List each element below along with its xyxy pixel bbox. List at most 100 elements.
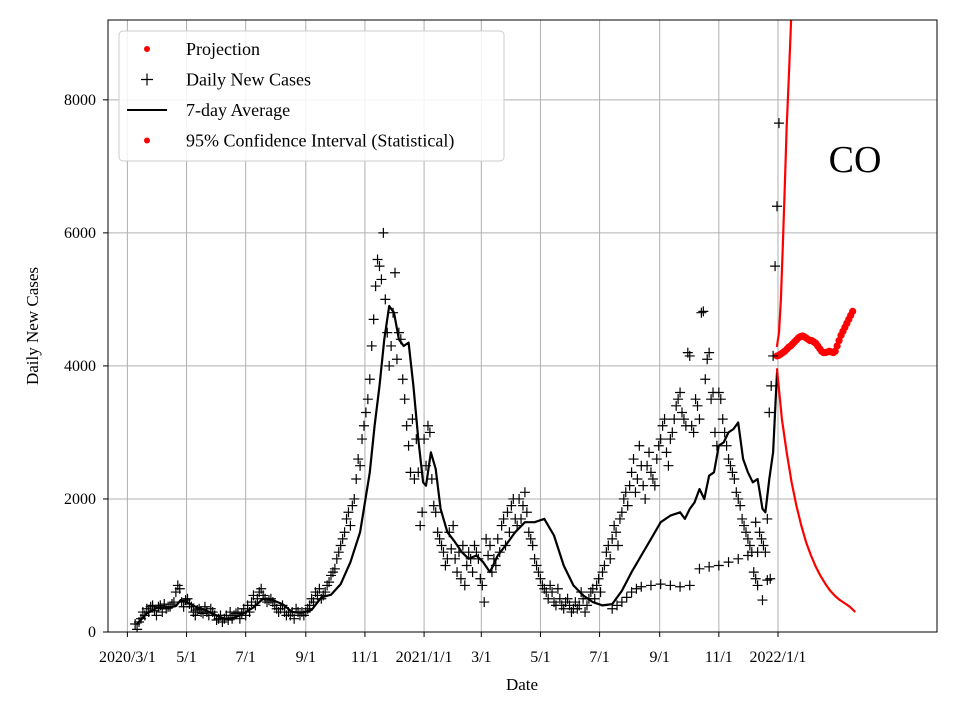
daily-cases-point	[723, 557, 734, 568]
daily-cases-point	[750, 517, 761, 528]
daily-cases-point	[543, 593, 554, 604]
y-tick-label: 4000	[64, 358, 96, 375]
daily-cases-point	[277, 600, 288, 611]
daily-cases-point	[324, 577, 335, 588]
daily-cases-point	[386, 340, 397, 351]
daily-cases-point	[649, 480, 660, 491]
daily-cases-point	[151, 610, 162, 621]
daily-cases-point	[395, 334, 406, 345]
daily-cases-point	[665, 434, 676, 445]
daily-cases-point	[589, 593, 600, 604]
daily-cases-point	[479, 597, 490, 608]
daily-cases-point	[186, 601, 197, 612]
legend-item: 7-day Average	[127, 100, 290, 120]
daily-cases-point	[719, 427, 730, 438]
daily-cases-point	[355, 460, 366, 471]
daily-cases-point	[452, 567, 463, 578]
daily-cases-point	[256, 583, 267, 594]
daily-cases-point	[430, 507, 441, 518]
daily-cases-point	[469, 540, 480, 551]
daily-cases-point	[721, 440, 732, 451]
daily-cases-point	[547, 587, 558, 598]
daily-cases-point	[764, 407, 775, 418]
daily-cases-point	[244, 607, 255, 618]
daily-cases-point	[661, 447, 672, 458]
x-tick-label: 2022/1/1	[750, 649, 807, 666]
daily-cases-point	[184, 599, 195, 610]
daily-cases-point	[378, 227, 389, 238]
daily-cases-point	[370, 281, 381, 292]
daily-cases-point	[531, 560, 542, 571]
daily-cases-point	[475, 573, 486, 584]
daily-cases-point	[740, 527, 751, 538]
projection-series	[773, 307, 857, 360]
daily-cases-point	[519, 487, 530, 498]
daily-cases-point	[576, 587, 587, 598]
daily-cases-point	[607, 533, 618, 544]
daily-cases-point	[483, 550, 494, 561]
daily-cases-point	[702, 354, 713, 365]
daily-cases-point	[616, 597, 627, 608]
daily-cases-point	[351, 474, 362, 484]
daily-cases-point	[601, 547, 612, 558]
daily-cases-point	[624, 480, 635, 491]
daily-cases-point	[374, 261, 385, 272]
daily-cases-point	[706, 394, 717, 405]
daily-cases-point	[486, 567, 497, 578]
daily-cases-point	[713, 387, 724, 398]
daily-cases-point	[190, 610, 201, 621]
daily-cases-point	[690, 394, 701, 405]
daily-cases-point	[494, 547, 505, 558]
daily-cases-point	[620, 487, 631, 498]
chart-annotation: CO	[829, 139, 882, 181]
daily-cases-point	[597, 567, 608, 578]
daily-cases-point	[636, 581, 647, 592]
daily-cases-point	[545, 580, 556, 591]
daily-cases-point	[434, 533, 445, 544]
plot-area	[130, 20, 857, 632]
daily-cases-point	[611, 527, 622, 538]
daily-cases-point	[653, 440, 664, 451]
daily-cases-point	[742, 533, 753, 544]
x-tick-label: 7/1	[589, 649, 609, 666]
daily-cases-point	[448, 520, 459, 531]
daily-cases-point	[558, 603, 569, 614]
daily-cases-point	[698, 306, 709, 317]
daily-cases-point	[729, 474, 740, 484]
daily-cases-point	[613, 540, 624, 551]
daily-cases-point	[659, 414, 670, 425]
daily-cases-point	[143, 607, 154, 618]
daily-cases-point	[704, 347, 715, 358]
daily-new-cases-series	[130, 118, 784, 632]
daily-cases-point	[498, 513, 509, 524]
daily-cases-point	[634, 440, 645, 451]
daily-cases-point	[591, 580, 602, 591]
daily-cases-point	[415, 520, 426, 531]
daily-cases-point	[621, 592, 632, 603]
legend-plus-marker	[141, 73, 153, 86]
daily-cases-point	[717, 414, 728, 425]
daily-cases-point	[735, 500, 746, 511]
daily-cases-point	[748, 567, 759, 578]
daily-cases-point	[450, 553, 461, 564]
daily-cases-point	[754, 527, 765, 538]
daily-cases-point	[744, 540, 755, 551]
daily-cases-point	[397, 374, 408, 385]
y-tick-label: 6000	[64, 225, 96, 242]
daily-cases-point	[337, 533, 348, 544]
y-tick-label: 0	[88, 624, 96, 641]
daily-cases-point	[709, 427, 720, 438]
daily-cases-point	[417, 507, 428, 518]
daily-cases-point	[341, 513, 352, 524]
daily-cases-point	[492, 533, 503, 544]
daily-cases-point	[614, 513, 625, 524]
daily-cases-point	[409, 474, 420, 484]
daily-cases-point	[688, 427, 699, 438]
daily-cases-point	[762, 513, 773, 524]
daily-cases-point	[343, 507, 354, 518]
y-axis-ticks: 0 2000 4000 6000 8000	[64, 92, 108, 641]
daily-cases-point	[461, 560, 472, 571]
95-confidence-interval-statistical-upper-line	[775, 20, 793, 348]
daily-cases-point	[715, 394, 726, 405]
daily-cases-point	[630, 487, 641, 498]
